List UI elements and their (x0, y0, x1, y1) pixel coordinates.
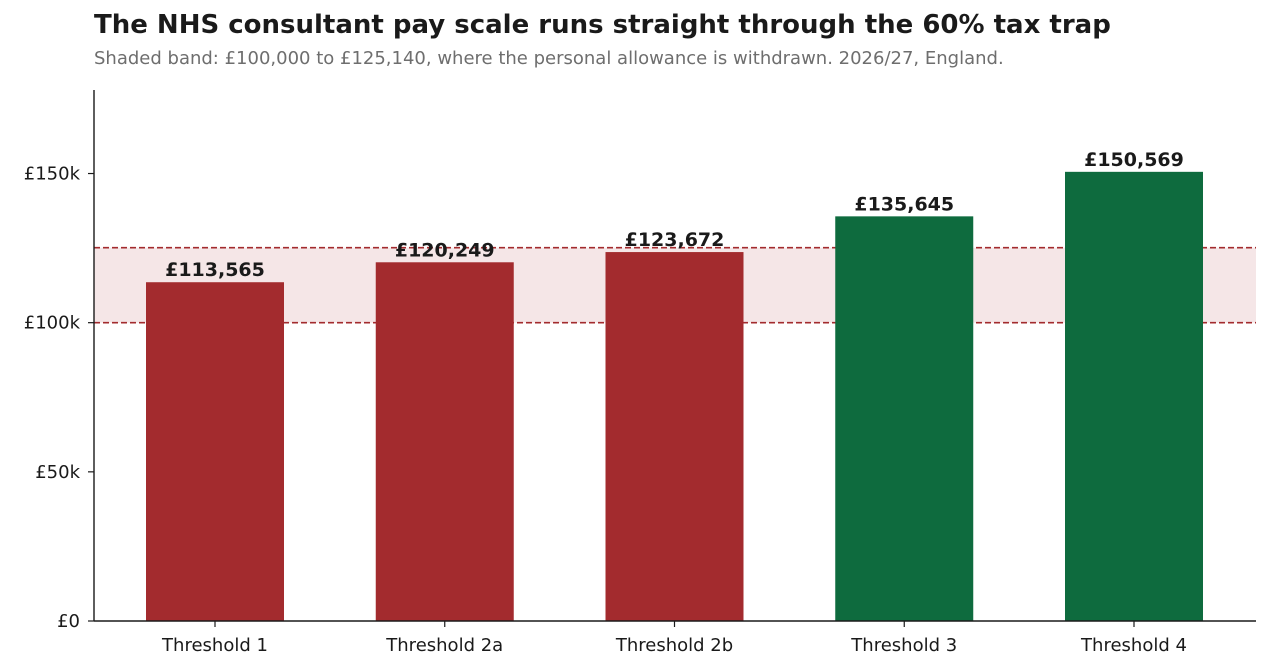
bars-layer (146, 171, 1203, 622)
bar (835, 216, 974, 622)
bar (1065, 171, 1203, 621)
bar-value-label: £150,569 (1084, 149, 1184, 171)
y-tick-label: £50k (35, 462, 80, 483)
axes-layer: Threshold 1 Threshold 2a Threshold 2b Thres… (24, 90, 1256, 656)
data-labels-layer: £113,565 £120,249 £123,672 £135,645 £150,569 (165, 149, 1184, 281)
chart-subtitle: Shaded band: £100,000 to £125,140, where… (94, 48, 1004, 69)
bar (605, 252, 744, 621)
x-tick-label: Threshold 3 (850, 635, 957, 656)
y-tick-label: £0 (57, 611, 80, 632)
bar-value-label: £120,249 (395, 239, 495, 261)
x-tick-label: Threshold 1 (161, 635, 268, 656)
x-tick-label: Threshold 4 (1080, 635, 1187, 656)
y-tick-label: £100k (24, 313, 81, 334)
bar (375, 262, 514, 621)
bar-value-label: £123,672 (625, 229, 725, 251)
x-tick-label: Threshold 2b (615, 635, 733, 656)
bar (146, 282, 284, 621)
bar-value-label: £135,645 (854, 193, 954, 215)
y-tick-label: £150k (24, 164, 81, 185)
bar-value-label: £113,565 (165, 259, 265, 281)
x-tick-label: Threshold 2a (385, 635, 503, 656)
chart-title: The NHS consultant pay scale runs straig… (94, 10, 1111, 40)
